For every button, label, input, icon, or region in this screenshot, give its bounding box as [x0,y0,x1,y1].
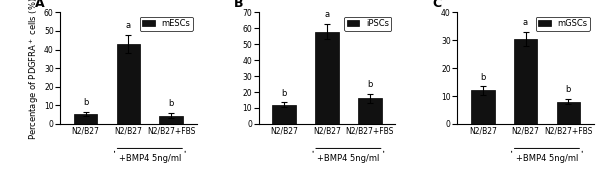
Legend: mGSCs: mGSCs [536,17,590,31]
Text: +BMP4 5ng/ml: +BMP4 5ng/ml [516,154,578,163]
Bar [315,32,339,124]
Text: b: b [169,99,174,108]
Text: a: a [523,18,528,27]
Text: b: b [83,98,88,107]
Bar [116,44,140,124]
Bar [272,105,296,124]
Legend: mESCs: mESCs [140,17,193,31]
Bar [160,116,183,124]
Text: C: C [433,0,442,10]
Text: b: b [480,73,485,82]
Bar [514,39,538,124]
Bar [557,102,580,124]
Text: b: b [367,80,373,89]
Bar [471,90,494,124]
Bar [358,98,382,124]
Bar [74,114,97,124]
Text: b: b [566,85,571,94]
Text: a: a [126,21,131,30]
Text: +BMP4 5ng/ml: +BMP4 5ng/ml [317,154,380,163]
Legend: iPSCs: iPSCs [344,17,391,31]
Text: a: a [325,10,329,19]
Text: +BMP4 5ng/ml: +BMP4 5ng/ml [119,154,181,163]
Text: b: b [281,89,287,98]
Y-axis label: Percentage of PDGFRA$^+$ cells (%): Percentage of PDGFRA$^+$ cells (%) [28,0,41,139]
Text: B: B [234,0,244,10]
Text: A: A [35,0,45,10]
